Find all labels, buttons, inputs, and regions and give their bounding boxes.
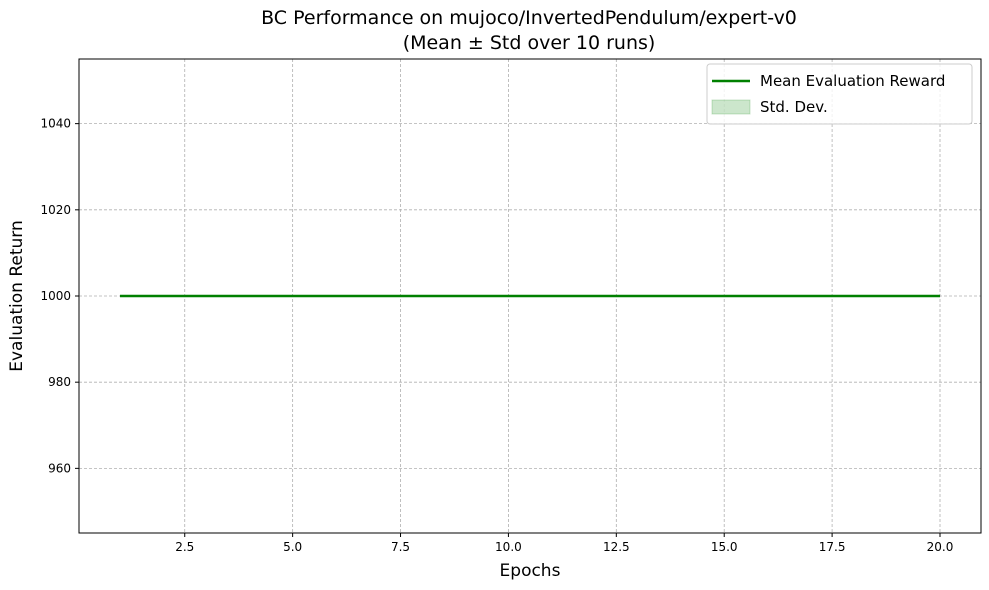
legend-box [706, 63, 973, 125]
legend-label-mean: Mean Evaluation Reward [760, 72, 945, 90]
x-tick-label: 10.0 [495, 540, 522, 554]
x-tick-label: 15.0 [711, 540, 738, 554]
x-tick-label: 17.5 [819, 540, 846, 554]
x-tick-label: 20.0 [927, 540, 954, 554]
x-axis: 2.5 5.0 7.5 10.0 12.5 15.0 17.5 20.0 [175, 533, 953, 554]
legend: Mean Evaluation Reward Std. Dev. [706, 63, 973, 125]
y-tick-label: 1040 [40, 117, 71, 131]
y-axis: 960 980 1000 1020 1040 [40, 117, 79, 475]
chart-title: BC Performance on mujoco/InvertedPendulu… [261, 7, 797, 29]
x-axis-label: Epochs [500, 561, 561, 581]
x-tick-label: 2.5 [175, 540, 194, 554]
y-axis-label: Evaluation Return [7, 220, 27, 372]
y-tick-label: 1000 [40, 289, 71, 303]
x-tick-label: 5.0 [283, 540, 302, 554]
chart-subtitle: (Mean ± Std over 10 runs) [403, 32, 656, 54]
y-tick-label: 1020 [40, 203, 71, 217]
x-tick-label: 12.5 [603, 540, 630, 554]
y-tick-label: 980 [48, 375, 71, 389]
legend-label-std: Std. Dev. [760, 98, 828, 116]
y-tick-label: 960 [48, 461, 71, 475]
x-tick-label: 7.5 [391, 540, 410, 554]
legend-band-swatch [711, 99, 751, 115]
